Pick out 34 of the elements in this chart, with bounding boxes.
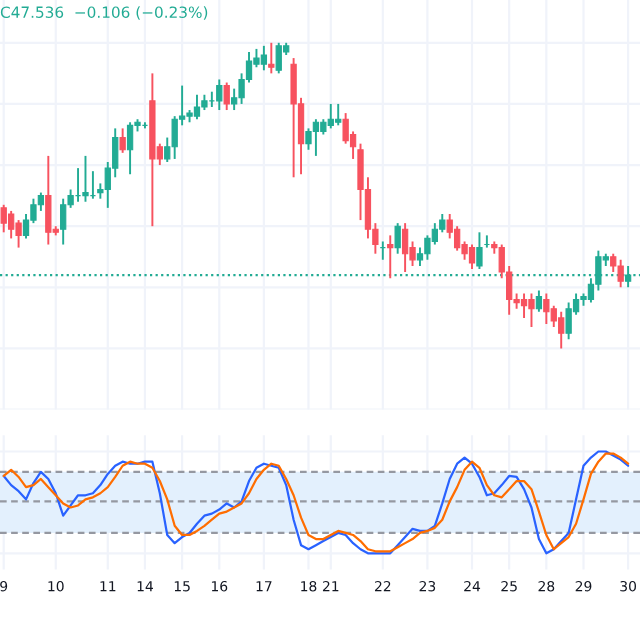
- candlestick: [401, 222, 409, 274]
- candlestick: [230, 87, 238, 112]
- candlestick: [193, 93, 201, 121]
- candlestick: [305, 127, 312, 151]
- candlestick: [394, 222, 401, 255]
- candlestick: [565, 301, 572, 341]
- candlestick: [60, 197, 67, 246]
- candlestick: [327, 102, 334, 130]
- candlestick: [290, 57, 297, 179]
- candlestick: [543, 292, 550, 325]
- candlestick: [45, 154, 52, 246]
- candlestick: [260, 44, 268, 72]
- candlestick: [7, 209, 15, 240]
- candlestick: [610, 252, 617, 274]
- candlestick: [312, 118, 320, 157]
- candlestick: [0, 203, 7, 234]
- candlestick: [468, 243, 476, 270]
- candlestick: [335, 102, 342, 127]
- candlestick: [268, 41, 275, 75]
- candlestick: [558, 310, 565, 350]
- candlestick: [617, 258, 624, 289]
- candlestick: [126, 121, 134, 176]
- candlestick: [275, 41, 282, 75]
- candlestick: [476, 231, 483, 270]
- candlestick: [528, 292, 535, 329]
- candlestick: [431, 222, 438, 246]
- candlestick: [15, 219, 22, 249]
- candlestick: [119, 127, 126, 154]
- candlestick: [82, 154, 89, 203]
- candlestick: [387, 234, 394, 280]
- candlestick: [520, 292, 528, 319]
- candlestick: [535, 289, 543, 313]
- candlestick: [216, 78, 223, 112]
- candlestick: [223, 81, 230, 112]
